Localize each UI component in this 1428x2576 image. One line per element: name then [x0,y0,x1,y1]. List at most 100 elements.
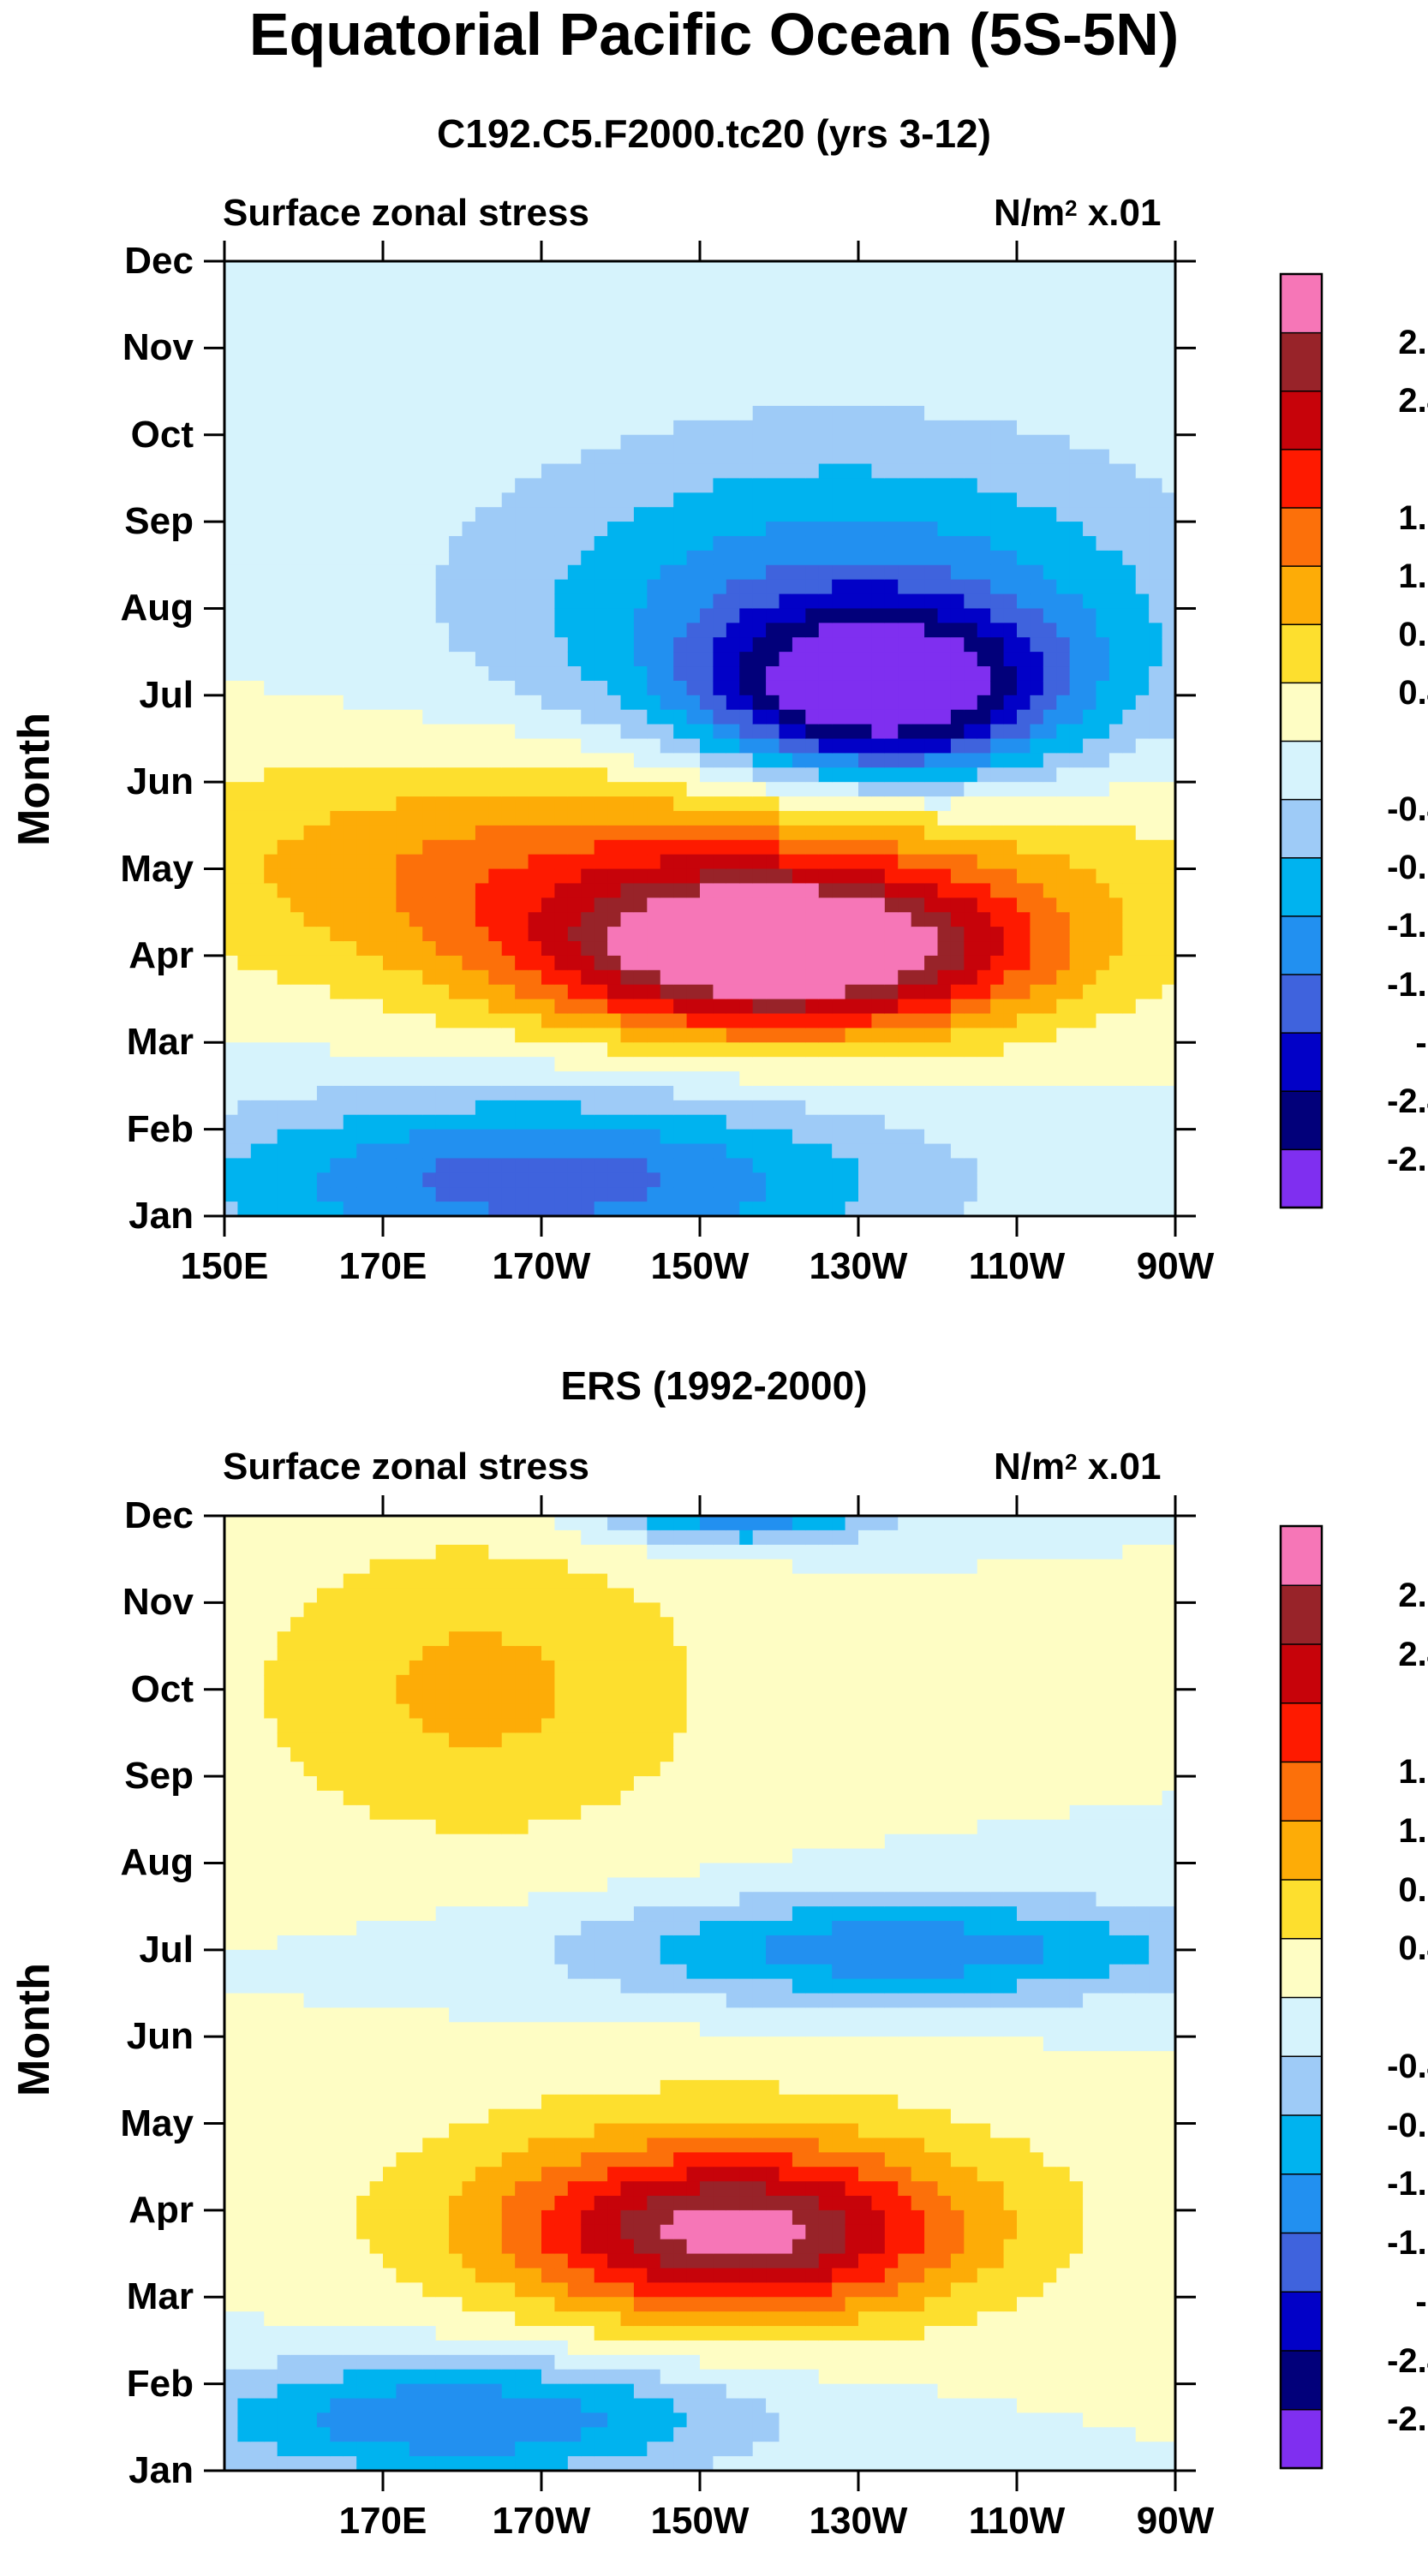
contour-cell [1162,275,1176,291]
contour-cell [673,1114,688,1130]
contour-cell [739,955,754,971]
contour-cell [805,1013,820,1029]
contour-cell [422,535,437,552]
contour-cell [1056,969,1071,986]
contour-cell [1083,1085,1097,1101]
contour-cell [422,377,437,392]
contour-cell [686,391,701,407]
contour-cell [832,999,846,1015]
contour-cell [237,652,252,667]
contour-cell [369,868,384,885]
contour-cell [383,680,397,696]
contour-cell [805,420,820,436]
contour-cell [1096,955,1110,971]
contour-cell [277,535,291,552]
contour-cell [396,507,410,522]
contour-cell [607,261,622,277]
contour-cell [1122,434,1137,450]
contour-cell [1135,261,1150,277]
contour-cell [607,391,622,407]
contour-cell [290,377,305,392]
contour-cell [488,1187,503,1202]
contour-cell [250,1143,265,1160]
contour-cell [818,1071,833,1087]
contour-cell [449,810,463,826]
contour-cell [1096,261,1110,277]
contour-cell [884,839,899,856]
contour-cell [1069,492,1084,508]
contour-cell [633,1129,648,1145]
contour-cell [237,391,252,407]
contour-cell [528,1114,542,1130]
contour-cell [1108,927,1123,942]
contour-cell [726,796,740,812]
contour-cell [607,637,622,653]
contour-cell [1083,1187,1097,1202]
contour-cell [1122,652,1137,667]
contour-cell [554,1028,569,1043]
contour-cell [1108,261,1123,277]
contour-cell [1056,304,1071,320]
contour-cell [752,796,767,812]
contour-cell [264,449,278,465]
contour-cell [607,478,622,493]
contour-cell [449,839,463,856]
contour-cell [237,2398,252,2414]
contour-cell [462,550,476,566]
contour-cell [739,405,754,421]
contour-cell [250,1573,265,1589]
contour-cell [950,289,965,306]
contour-cell [224,1834,239,1850]
contour-cell [396,709,410,725]
contour-cell [1030,362,1044,378]
contour-cell [726,680,740,696]
contour-cell [647,449,661,465]
contour-cell [290,1100,305,1116]
contour-cell [250,1674,265,1690]
contour-cell [673,969,688,986]
contour-cell [713,492,727,508]
contour-cell [607,912,622,927]
contour-cell [396,593,410,610]
contour-cell [990,969,1005,986]
contour-cell [673,782,688,797]
contour-cell [237,999,252,1015]
contour-cell [303,782,318,797]
contour-cell [1030,1085,1044,1101]
contour-cell [369,348,384,363]
contour-cell [884,1057,899,1072]
contour-cell [911,623,925,638]
contour-cell [528,391,542,407]
contour-cell [277,261,291,277]
contour-cell [501,1085,516,1101]
contour-cell [898,854,912,870]
contour-cell [607,522,622,537]
contour-cell [250,1013,265,1029]
contour-cell [1149,680,1163,696]
contour-cell [1162,449,1176,465]
contour-cell [1003,1158,1018,1173]
contour-cell [726,1013,740,1029]
contour-cell [1017,652,1031,667]
contour-cell [1108,391,1123,407]
contour-cell [316,261,331,277]
contour-cell [237,289,252,306]
contour-cell [845,289,859,306]
contour-cell [964,348,978,363]
contour-cell [1030,319,1044,335]
contour-cell [515,319,529,335]
contour-cell [303,535,318,552]
contour-cell [290,767,305,783]
contour-cell [224,2209,239,2226]
contour-cell [1056,652,1071,667]
contour-cell [528,550,542,566]
contour-cell [488,1057,503,1072]
contour-cell [752,839,767,856]
contour-cell [977,333,991,349]
contour-cell [1122,391,1137,407]
contour-cell [290,304,305,320]
contour-cell [594,666,608,682]
contour-cell [475,695,489,711]
contour-cell [567,261,582,277]
contour-cell [620,507,635,522]
